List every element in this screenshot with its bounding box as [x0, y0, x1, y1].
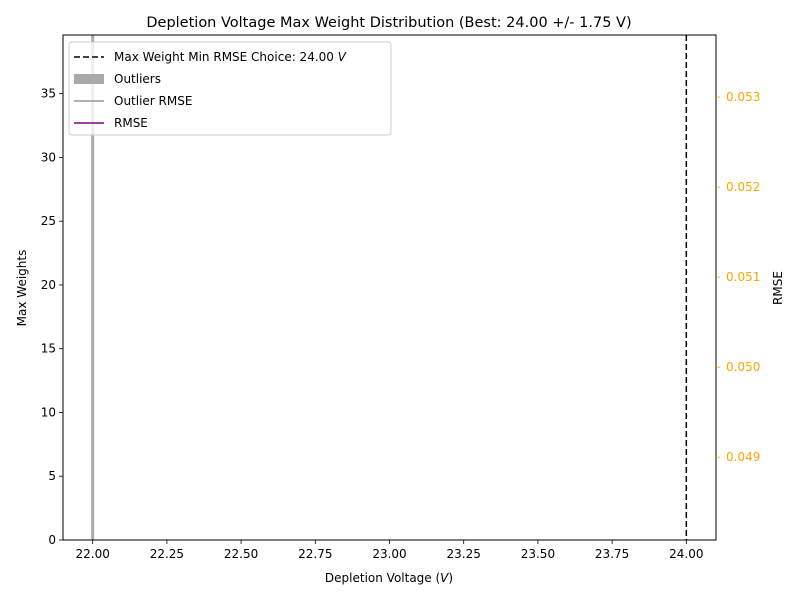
- y2-tick-label: 0.053: [726, 90, 760, 104]
- x-tick-label: 22.50: [224, 547, 258, 561]
- x-tick-label: 23.00: [372, 547, 406, 561]
- legend: Max Weight Min RMSE Choice: 24.00 V Outli…: [68, 41, 392, 136]
- x-tick-label: 23.50: [521, 547, 555, 561]
- bars-layer: [91, 35, 95, 540]
- legend-label: Max Weight Min RMSE Choice: 24.00 V: [114, 50, 347, 64]
- y2-tick-label: 0.052: [726, 180, 760, 194]
- chart-title: Depletion Voltage Max Weight Distributio…: [146, 15, 631, 31]
- y-tick-label: 20: [41, 278, 56, 292]
- x-tick-label: 24.00: [669, 547, 703, 561]
- y-tick-label: 0: [48, 533, 56, 547]
- y2-tick-label: 0.050: [726, 360, 760, 374]
- y-tick-label: 5: [48, 469, 56, 483]
- x-axis-title: Depletion Voltage (V): [325, 571, 453, 585]
- legend-label: Outlier RMSE: [114, 94, 192, 108]
- legend-label: RMSE: [114, 116, 148, 130]
- legend-item: Outliers: [74, 72, 161, 86]
- x-axis-ticks: 22.00 22.25 22.50 22.75 23.00 23.25 23.50 23.75…: [76, 540, 703, 561]
- legend-item: RMSE: [74, 116, 148, 130]
- outlier-bar: [91, 35, 95, 540]
- x-tick-label: 22.00: [76, 547, 110, 561]
- legend-label: Outliers: [114, 72, 161, 86]
- x-tick-label: 22.25: [150, 547, 184, 561]
- x-tick-label: 23.75: [595, 547, 629, 561]
- y-tick-label: 10: [41, 405, 56, 419]
- y2-axis-title: RMSE: [771, 271, 785, 305]
- y-axis-ticks: 0 5 10 15 20 25 30 35: [41, 87, 63, 547]
- y-tick-label: 15: [41, 342, 56, 356]
- y2-tick-label: 0.049: [726, 450, 760, 464]
- x-tick-label: 22.75: [298, 547, 332, 561]
- y-tick-label: 30: [41, 150, 56, 164]
- y2-axis-ticks: 0.049 0.050 0.051 0.052 0.053: [716, 90, 760, 464]
- x-tick-label: 23.25: [447, 547, 481, 561]
- legend-item: Max Weight Min RMSE Choice: 24.00 V: [74, 50, 347, 64]
- y-tick-label: 25: [41, 214, 56, 228]
- y-axis-title: Max Weights: [15, 250, 29, 327]
- y-tick-label: 35: [41, 87, 56, 101]
- legend-swatch: [74, 74, 104, 84]
- y2-tick-label: 0.051: [726, 270, 760, 284]
- legend-frame: [68, 41, 392, 136]
- legend-item: Outlier RMSE: [74, 94, 192, 108]
